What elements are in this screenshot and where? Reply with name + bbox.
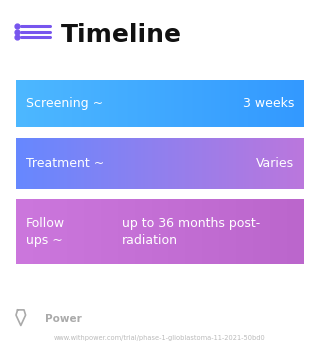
Text: Treatment ~: Treatment ~	[26, 158, 104, 170]
Text: Timeline: Timeline	[61, 23, 182, 47]
Text: Screening ~: Screening ~	[26, 97, 103, 110]
Text: www.withpower.com/trial/phase-1-glioblastoma-11-2021-50bd0: www.withpower.com/trial/phase-1-glioblas…	[54, 335, 266, 341]
Text: 3 weeks: 3 weeks	[243, 97, 294, 110]
Text: Power: Power	[45, 314, 82, 323]
Text: Follow
ups ~: Follow ups ~	[26, 217, 65, 247]
Text: Varies: Varies	[256, 158, 294, 170]
Text: up to 36 months post-
radiation: up to 36 months post- radiation	[122, 217, 260, 247]
